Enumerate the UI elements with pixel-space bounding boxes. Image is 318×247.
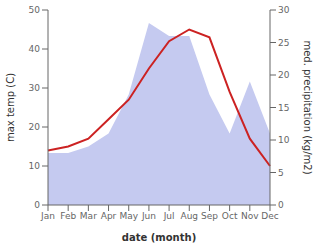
svg-text:Sep: Sep [201,211,218,221]
svg-text:20: 20 [278,70,290,80]
svg-text:25: 25 [278,38,289,48]
svg-text:Aug: Aug [180,211,198,221]
svg-text:Apr: Apr [101,211,117,221]
svg-text:10: 10 [29,161,41,171]
svg-text:Oct: Oct [222,211,238,221]
svg-text:Dec: Dec [261,211,278,221]
svg-text:40: 40 [29,44,41,54]
svg-text:Mar: Mar [80,211,97,221]
svg-text:med. precipitation (kg/m2): med. precipitation (kg/m2) [302,40,310,174]
svg-text:5: 5 [278,168,284,178]
svg-text:0: 0 [34,200,40,210]
svg-text:date (month): date (month) [122,232,196,243]
svg-text:Jul: Jul [163,211,175,221]
svg-text:30: 30 [278,5,290,15]
svg-text:30: 30 [29,83,41,93]
svg-text:Jun: Jun [141,211,156,221]
svg-text:max temp (C): max temp (C) [8,73,16,142]
svg-text:Feb: Feb [60,211,76,221]
svg-text:10: 10 [278,135,290,145]
svg-text:50: 50 [29,5,41,15]
svg-text:Jan: Jan [40,211,55,221]
svg-text:20: 20 [29,122,41,132]
svg-text:15: 15 [278,103,289,113]
svg-text:Nov: Nov [241,211,259,221]
svg-text:0: 0 [278,200,284,210]
svg-text:May: May [119,211,138,221]
